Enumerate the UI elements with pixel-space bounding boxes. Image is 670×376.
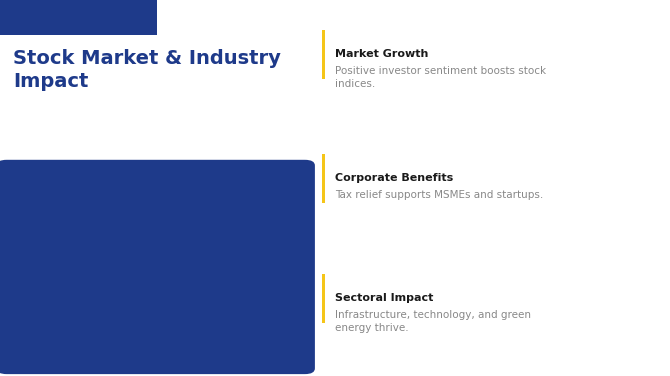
Text: Positive investor sentiment boosts stock
indices.: Positive investor sentiment boosts stock… xyxy=(335,66,546,89)
Text: Sectoral Impact: Sectoral Impact xyxy=(335,293,433,303)
Title: Impact Level (%): Impact Level (%) xyxy=(113,171,219,184)
Text: Market Growth: Market Growth xyxy=(335,49,428,59)
Text: Tax relief supports MSMEs and startups.: Tax relief supports MSMEs and startups. xyxy=(335,190,543,200)
Text: Corporate Benefits: Corporate Benefits xyxy=(335,173,453,183)
Bar xyxy=(246,213,283,376)
Bar xyxy=(147,288,184,376)
Bar xyxy=(48,238,86,376)
Text: Stock Market & Industry
Impact: Stock Market & Industry Impact xyxy=(13,49,281,91)
Text: Infrastructure, technology, and green
energy thrive.: Infrastructure, technology, and green en… xyxy=(335,310,531,334)
